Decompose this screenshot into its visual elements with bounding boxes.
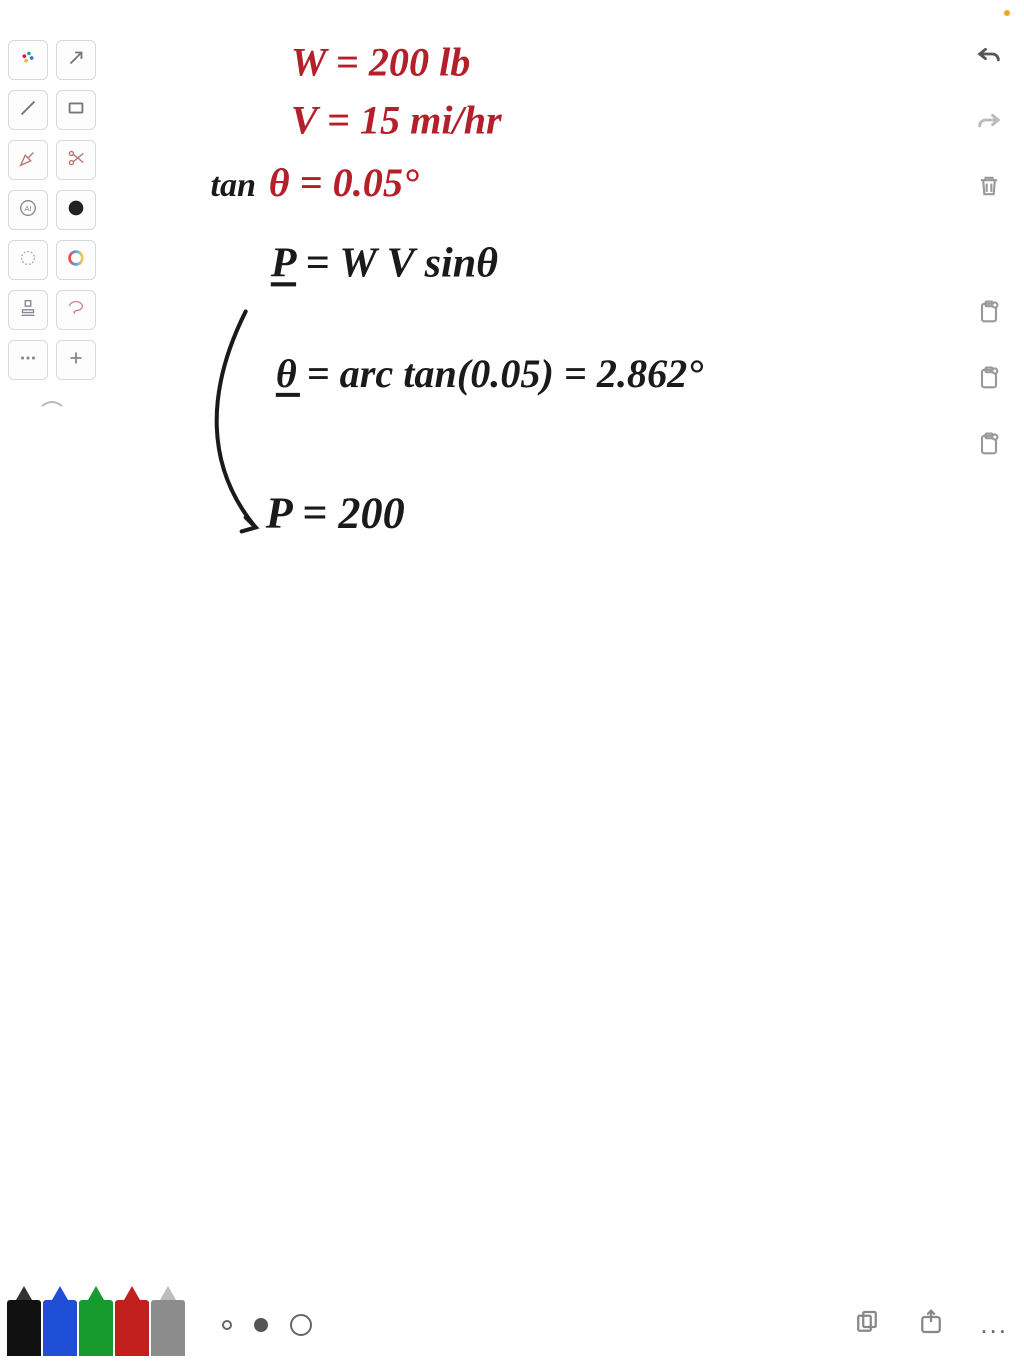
collapse-toolbar-button[interactable] — [8, 396, 96, 410]
bottom-toolbar: ... — [0, 1282, 1024, 1366]
arrow-ne-icon — [65, 47, 87, 74]
pen-black[interactable] — [6, 1286, 42, 1356]
pen-tool[interactable] — [8, 140, 48, 180]
handwriting-line: θ = arc tan(0.05) = 2.862° — [276, 351, 703, 396]
drawing-canvas[interactable]: W = 200 lb V = 15 mi/hr tan θ = 0.05° P = W … — [100, 20, 964, 1276]
palette-icon — [17, 47, 39, 74]
pen-tip-icon — [88, 1286, 104, 1300]
handwriting-line: tan — [211, 167, 257, 204]
pen-blue[interactable] — [42, 1286, 78, 1356]
stroke-size-small[interactable] — [222, 1320, 232, 1330]
bottom-right-controls: ... — [852, 1307, 1008, 1342]
scissors-tool[interactable] — [56, 140, 96, 180]
undo-button[interactable] — [969, 36, 1009, 76]
rect-icon — [65, 97, 87, 124]
app-root: AI W = 200 lb V = 15 mi/hr tan θ = 0.05° P =… — [0, 0, 1024, 1366]
right-toolbar — [964, 36, 1014, 466]
line-tool[interactable] — [8, 90, 48, 130]
pen-tip-icon — [16, 1286, 32, 1300]
pen-body — [115, 1300, 149, 1356]
stamp-tool[interactable] — [8, 290, 48, 330]
stamp-icon — [17, 297, 39, 324]
handwriting-line: P = W V sinθ — [270, 239, 498, 286]
svg-text:AI: AI — [25, 203, 32, 212]
pen-gray[interactable] — [150, 1286, 186, 1356]
pen-nib-icon — [17, 147, 39, 174]
ai-icon: AI — [17, 197, 39, 224]
handwriting-svg: W = 200 lb V = 15 mi/hr tan θ = 0.05° P = W … — [100, 20, 964, 1276]
stroke-size-picker — [222, 1314, 312, 1336]
undo-icon — [975, 40, 1003, 73]
left-toolbar: AI — [8, 40, 98, 410]
export-icon — [916, 1324, 946, 1341]
ellipsis-icon — [17, 347, 39, 374]
clipboard-copy-3[interactable] — [969, 426, 1009, 466]
lasso-tool[interactable] — [56, 290, 96, 330]
export-button[interactable] — [916, 1307, 946, 1342]
clipboard-copy-1[interactable] — [969, 294, 1009, 334]
handwriting-line: W = 200 lb — [291, 39, 471, 84]
trash-icon — [975, 172, 1003, 205]
clipboard-icon — [975, 364, 1003, 397]
handwriting-line: V = 15 mi/hr — [291, 98, 502, 143]
pen-tip-icon — [160, 1286, 176, 1300]
pen-body — [43, 1300, 77, 1356]
color-picker-tool[interactable] — [8, 40, 48, 80]
lasso-icon — [65, 297, 87, 324]
more-button[interactable]: ... — [980, 1309, 1008, 1340]
pages-icon — [852, 1324, 882, 1341]
line-icon — [17, 97, 39, 124]
pen-red[interactable] — [114, 1286, 150, 1356]
rect-tool[interactable] — [56, 90, 96, 130]
dot-dashed-icon — [17, 247, 39, 274]
redo-icon — [975, 106, 1003, 139]
ring-icon — [65, 247, 87, 274]
color-ring-tool[interactable] — [56, 240, 96, 280]
pen-tip-icon — [52, 1286, 68, 1300]
clipboard-icon — [975, 298, 1003, 331]
pen-body — [151, 1300, 185, 1356]
more-tool[interactable] — [8, 340, 48, 380]
dot-filled-icon — [65, 197, 87, 224]
clipboard-copy-2[interactable] — [969, 360, 1009, 400]
handwriting-line: θ = 0.05° — [269, 160, 419, 205]
pen-green[interactable] — [78, 1286, 114, 1356]
pointer-tool[interactable] — [56, 40, 96, 80]
status-indicator-icon — [1004, 10, 1010, 16]
pen-tray — [6, 1286, 186, 1356]
ai-tool[interactable]: AI — [8, 190, 48, 230]
stroke-size-large[interactable] — [290, 1314, 312, 1336]
clipboard-icon — [975, 430, 1003, 463]
handwriting-line: P = 200 — [265, 488, 405, 537]
shape-path-tool[interactable] — [8, 240, 48, 280]
trash-button[interactable] — [969, 168, 1009, 208]
brush-tool[interactable] — [56, 190, 96, 230]
plus-icon — [65, 347, 87, 374]
scissors-icon — [65, 147, 87, 174]
pen-body — [79, 1300, 113, 1356]
add-tool[interactable] — [56, 340, 96, 380]
pen-body — [7, 1300, 41, 1356]
pen-tip-icon — [124, 1286, 140, 1300]
redo-button[interactable] — [969, 102, 1009, 142]
pages-button[interactable] — [852, 1307, 882, 1342]
stroke-size-med[interactable] — [254, 1318, 268, 1332]
